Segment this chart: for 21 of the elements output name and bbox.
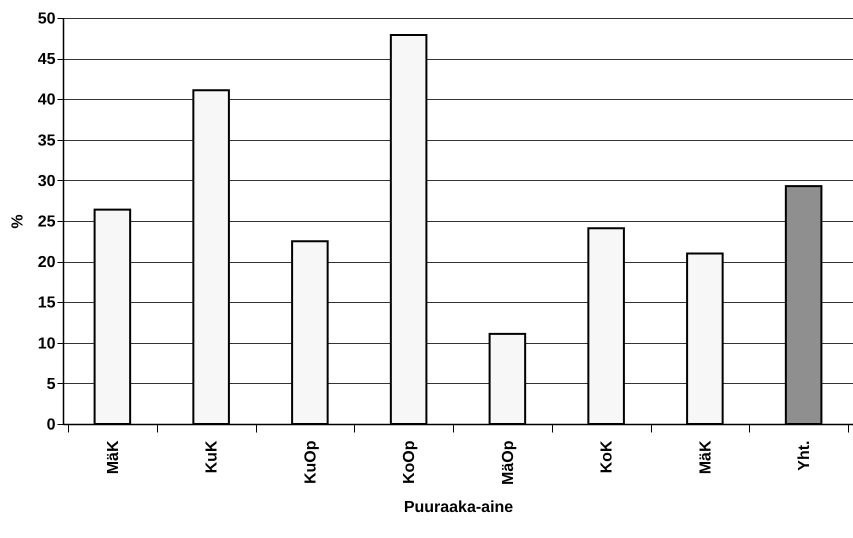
- y-tick-label: 30: [38, 172, 56, 190]
- y-tick-label: 50: [38, 10, 56, 28]
- y-tick-label: 45: [38, 51, 56, 68]
- y-axis-title: %: [10, 214, 27, 229]
- x-tick-label: MäK: [697, 440, 714, 474]
- y-tick-label: 10: [38, 335, 56, 352]
- y-tick-label: 5: [46, 376, 56, 393]
- y-tick-label: 20: [38, 254, 56, 272]
- x-tick-label: KuOp: [302, 440, 320, 484]
- x-tick-label: KuK: [204, 440, 221, 474]
- y-tick-label: 15: [38, 294, 56, 312]
- x-tick-label: Yht.: [796, 440, 814, 471]
- x-tick-label: KoOp: [401, 440, 418, 484]
- y-tick-label: 25: [38, 214, 56, 230]
- x-axis-title: Puuraaka-aine: [404, 498, 514, 516]
- x-tick-label: MäOp: [500, 440, 517, 485]
- x-tick-label: KoK: [598, 440, 616, 474]
- y-tick-label: 0: [46, 416, 56, 434]
- x-tick-label: MäK: [104, 440, 122, 474]
- y-tick-label: 35: [38, 132, 56, 150]
- y-tick-label: 40: [38, 92, 56, 109]
